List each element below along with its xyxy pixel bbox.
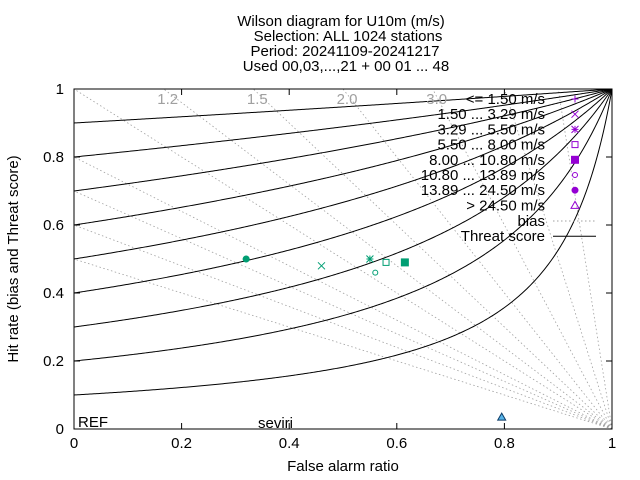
marker-shape [572,172,578,178]
legend-item: 5.50 ... 8.00 m/s [437,137,579,154]
threat-score-line [74,89,612,226]
marker-shape [317,261,326,270]
marker-triangle-open [570,200,580,209]
data-points [242,255,507,421]
marker-square-open [571,141,579,149]
marker-shape [571,155,579,164]
bias-lines [74,89,612,429]
title-line-1: Wilson diagram for U10m (m/s) [237,13,445,30]
threat-score-line [74,89,612,396]
marker-shape [571,95,579,103]
marker-circle-open [572,172,578,178]
chart-title: Wilson diagram for U10m (m/s) Selection:… [237,13,449,75]
bias-line [163,89,612,429]
legend-item: 3.29 ... 5.50 m/s [437,121,579,138]
marker-shape [400,258,409,267]
threat-score-line [74,89,612,328]
threat-score-line [74,89,612,192]
bias-line [342,89,612,429]
threat-score-line [74,89,612,260]
marker-shape [570,200,580,209]
bias-labels: 1.2 1.5 2.0 3.0 [157,91,447,108]
y-tick-label: 1 [56,81,64,98]
legend-label: 8.00 ... 10.80 m/s [429,152,545,169]
threat-score-line [74,89,612,124]
marker-shape [571,125,579,134]
marker-shape [571,186,579,194]
x-tick-label: 0 [70,435,78,452]
bias-label: 3.0 [426,91,447,108]
threat-score-line [74,89,612,362]
plot-frame [73,88,613,430]
legend-item: 13.89 ... 24.50 m/s [421,182,579,199]
ref-label: REF [78,414,108,431]
x-tick-label: 0.6 [386,435,407,452]
title-line-2: Selection: ALL 1024 stations [254,28,443,45]
marker-circle-filled [242,255,250,263]
marker-cross [317,261,326,270]
legend-item: <= 1.50 m/s [466,91,579,108]
marker-plus [571,95,579,103]
y-tick-label: 0.4 [43,285,64,302]
bias-line [432,89,612,429]
x-tick-label: 0.2 [171,435,192,452]
marker-cross [571,110,579,119]
marker-star [571,125,579,134]
x-tick-label: 0.4 [279,435,300,452]
legend-label: bias [517,213,545,230]
legend-item: 10.80 ... 13.89 m/s [421,167,578,184]
marker-shape [382,258,390,266]
marker-shape [372,269,379,276]
legend-label: Threat score [461,228,545,245]
legend-label: > 24.50 m/s [466,197,545,214]
marker-star [366,255,374,263]
bias-line [503,89,612,429]
marker-square-filled [400,258,409,267]
legend-item-line: bias [517,213,596,230]
bias-line [74,156,612,429]
legend-item-line: Threat score [461,228,596,245]
y-tick-label: 0.6 [43,217,64,234]
legend-label: 1.50 ... 3.29 m/s [437,106,545,123]
threat-score-line [74,89,612,294]
y-tick-label: 0 [56,421,64,438]
legend-label: 10.80 ... 13.89 m/s [421,167,545,184]
y-tick-label: 0.8 [43,149,64,166]
threat-score-lines [74,89,612,396]
legend: <= 1.50 m/s1.50 ... 3.29 m/s3.29 ... 5.5… [421,91,596,245]
marker-shape [242,255,250,263]
x-tick-label: 1 [608,435,616,452]
legend-label: 13.89 ... 24.50 m/s [421,182,545,199]
threat-score-line [74,89,612,158]
marker-square-filled [571,155,579,164]
marker-triangle-open [496,412,507,421]
bias-label: 2.0 [337,91,358,108]
title-line-4: Used 00,03,...,21 + 00 01 ... 48 [243,58,449,75]
title-line-3: Period: 20241109-20241217 [250,43,439,60]
marker-shape [496,412,507,421]
axis-ticks: 0 0.2 0.4 0.6 0.8 1 0 0.2 0.4 0.6 0.8 1 [43,81,616,452]
legend-label: 5.50 ... 8.00 m/s [437,137,545,154]
legend-item: 1.50 ... 3.29 m/s [437,106,579,123]
exp-label: seviri [258,415,293,432]
legend-label: 3.29 ... 5.50 m/s [437,121,545,138]
marker-shape [366,255,374,263]
x-tick-label: 0.8 [494,435,515,452]
marker-shape [571,141,579,149]
marker-circle-open [372,269,379,276]
bias-label: 1.5 [247,91,268,108]
marker-circle-filled [571,186,579,194]
bias-label: 1.2 [157,91,178,108]
y-tick-label: 0.2 [43,353,64,370]
x-axis-label: False alarm ratio [287,458,399,475]
legend-item: > 24.50 m/s [466,197,580,214]
legend-item: 8.00 ... 10.80 m/s [429,152,579,169]
y-axis-label: Hit rate (bias and Threat score) [5,155,22,362]
marker-shape [571,110,579,119]
legend-label: <= 1.50 m/s [466,91,545,108]
marker-square-open [382,258,390,266]
